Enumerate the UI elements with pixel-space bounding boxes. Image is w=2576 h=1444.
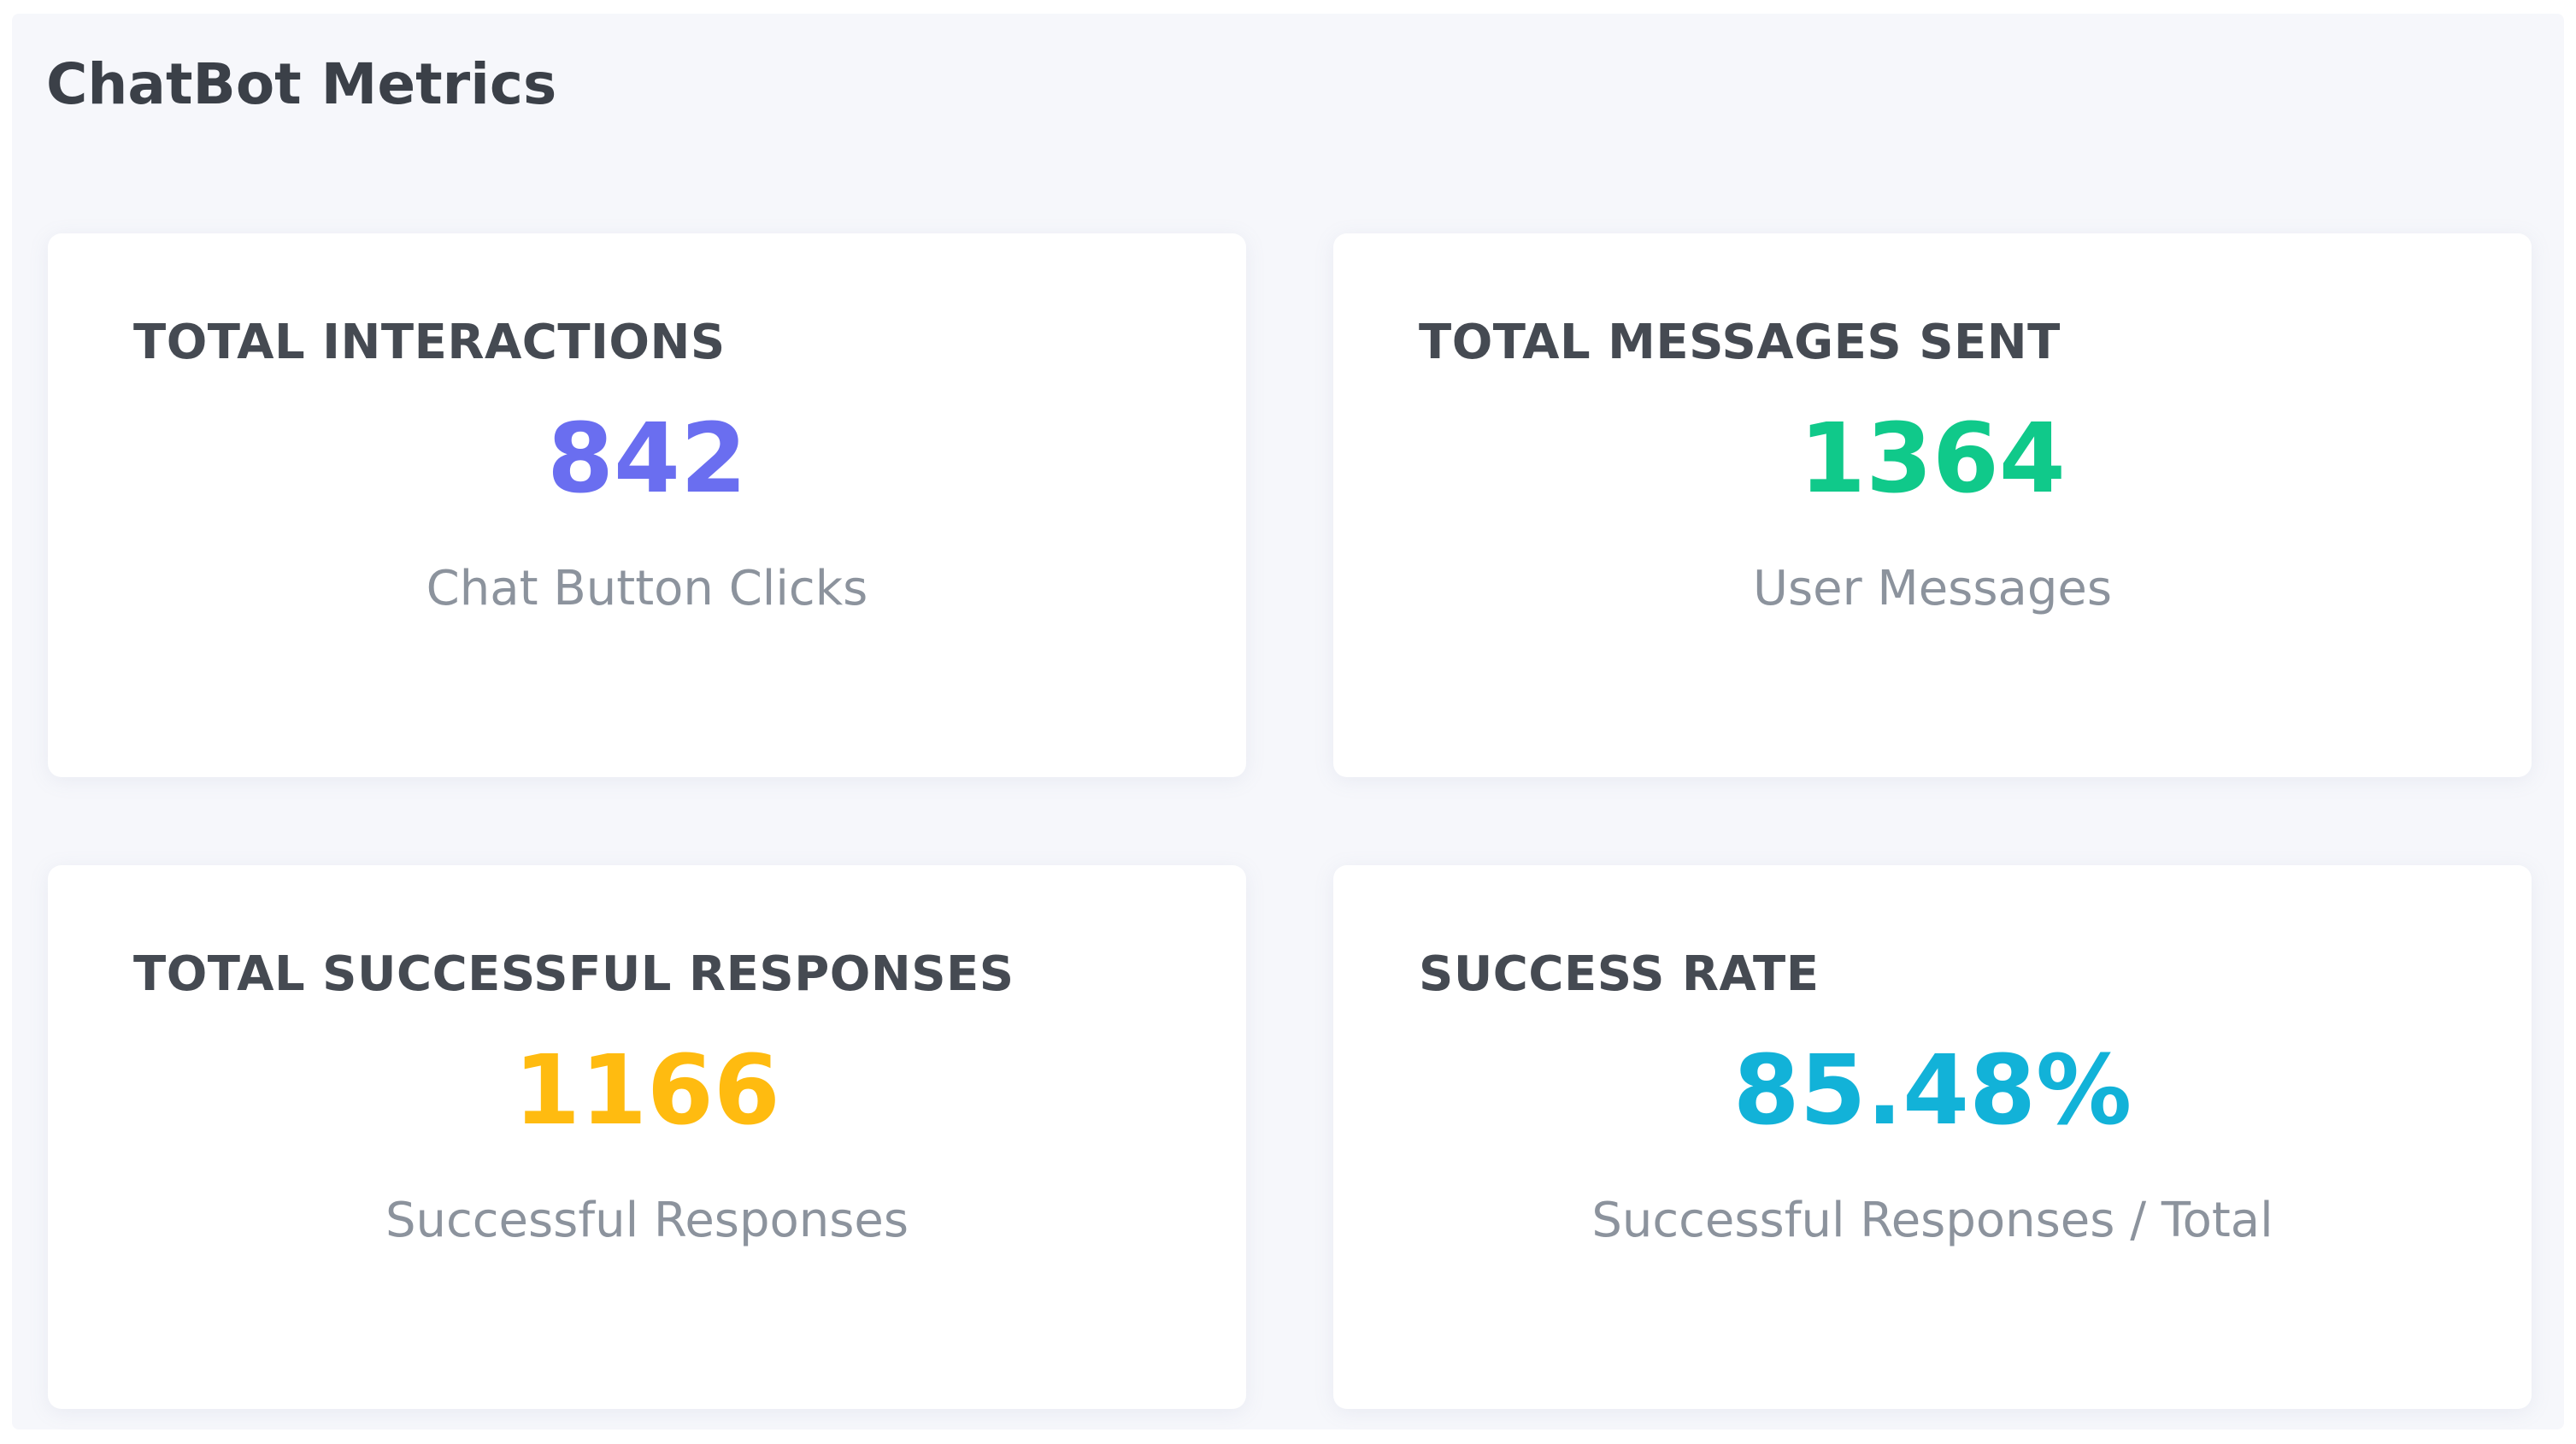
metric-card-success-rate: SUCCESS RATE 85.48% Successful Responses… [1333, 865, 2532, 1409]
metric-caption: Successful Responses [385, 1193, 909, 1248]
metric-title: TOTAL INTERACTIONS [133, 315, 726, 370]
dashboard-panel: ChatBot Metrics TOTAL INTERACTIONS 842 C… [12, 14, 2564, 1429]
metric-value: 85.48% [1732, 1035, 2132, 1146]
metric-caption: User Messages [1752, 561, 2113, 616]
metric-title: SUCCESS RATE [1419, 946, 1820, 1002]
metric-caption: Chat Button Clicks [426, 561, 868, 616]
metric-value: 1166 [514, 1035, 780, 1146]
page-title: ChatBot Metrics [46, 51, 557, 117]
metric-value: 842 [547, 404, 747, 515]
metric-card-total-interactions: TOTAL INTERACTIONS 842 Chat Button Click… [48, 233, 1246, 777]
metric-card-total-successful-responses: TOTAL SUCCESSFUL RESPONSES 1166 Successf… [48, 865, 1246, 1409]
metric-title: TOTAL MESSAGES SENT [1419, 315, 2061, 370]
metric-card-total-messages-sent: TOTAL MESSAGES SENT 1364 User Messages [1333, 233, 2532, 777]
metric-caption: Successful Responses / Total [1591, 1193, 2273, 1248]
metric-title: TOTAL SUCCESSFUL RESPONSES [133, 946, 1015, 1002]
metric-value: 1364 [1799, 404, 2066, 515]
